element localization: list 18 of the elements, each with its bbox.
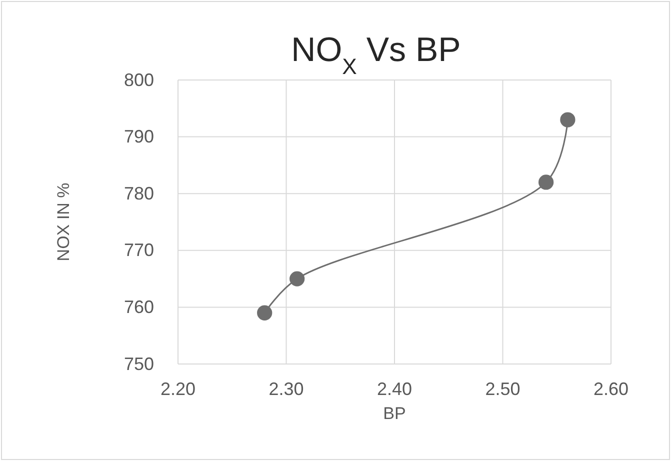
y-tick-label: 770: [124, 240, 154, 260]
point: [538, 174, 554, 190]
point: [257, 305, 272, 320]
y-tick-label: 750: [124, 354, 154, 374]
y-tick-label: 780: [124, 183, 154, 204]
point: [560, 112, 576, 128]
y-tick-label: 790: [124, 126, 154, 147]
y-tick-label: 760: [124, 296, 154, 317]
y-axis-title: NOX IN %: [54, 182, 73, 262]
y-tick-label: 800: [124, 70, 154, 90]
x-tick-label: 2.20: [160, 378, 196, 399]
x-tick-label: 2.30: [268, 378, 304, 399]
x-tick-label: 2.60: [593, 378, 629, 399]
x-tick-label: 2.40: [376, 378, 412, 399]
point: [290, 271, 305, 286]
chart-title: NO$_{X}$ Vs BP: [291, 31, 461, 78]
x-tick-label: 2.50: [485, 378, 520, 399]
x-axis-title: BP: [383, 404, 406, 423]
